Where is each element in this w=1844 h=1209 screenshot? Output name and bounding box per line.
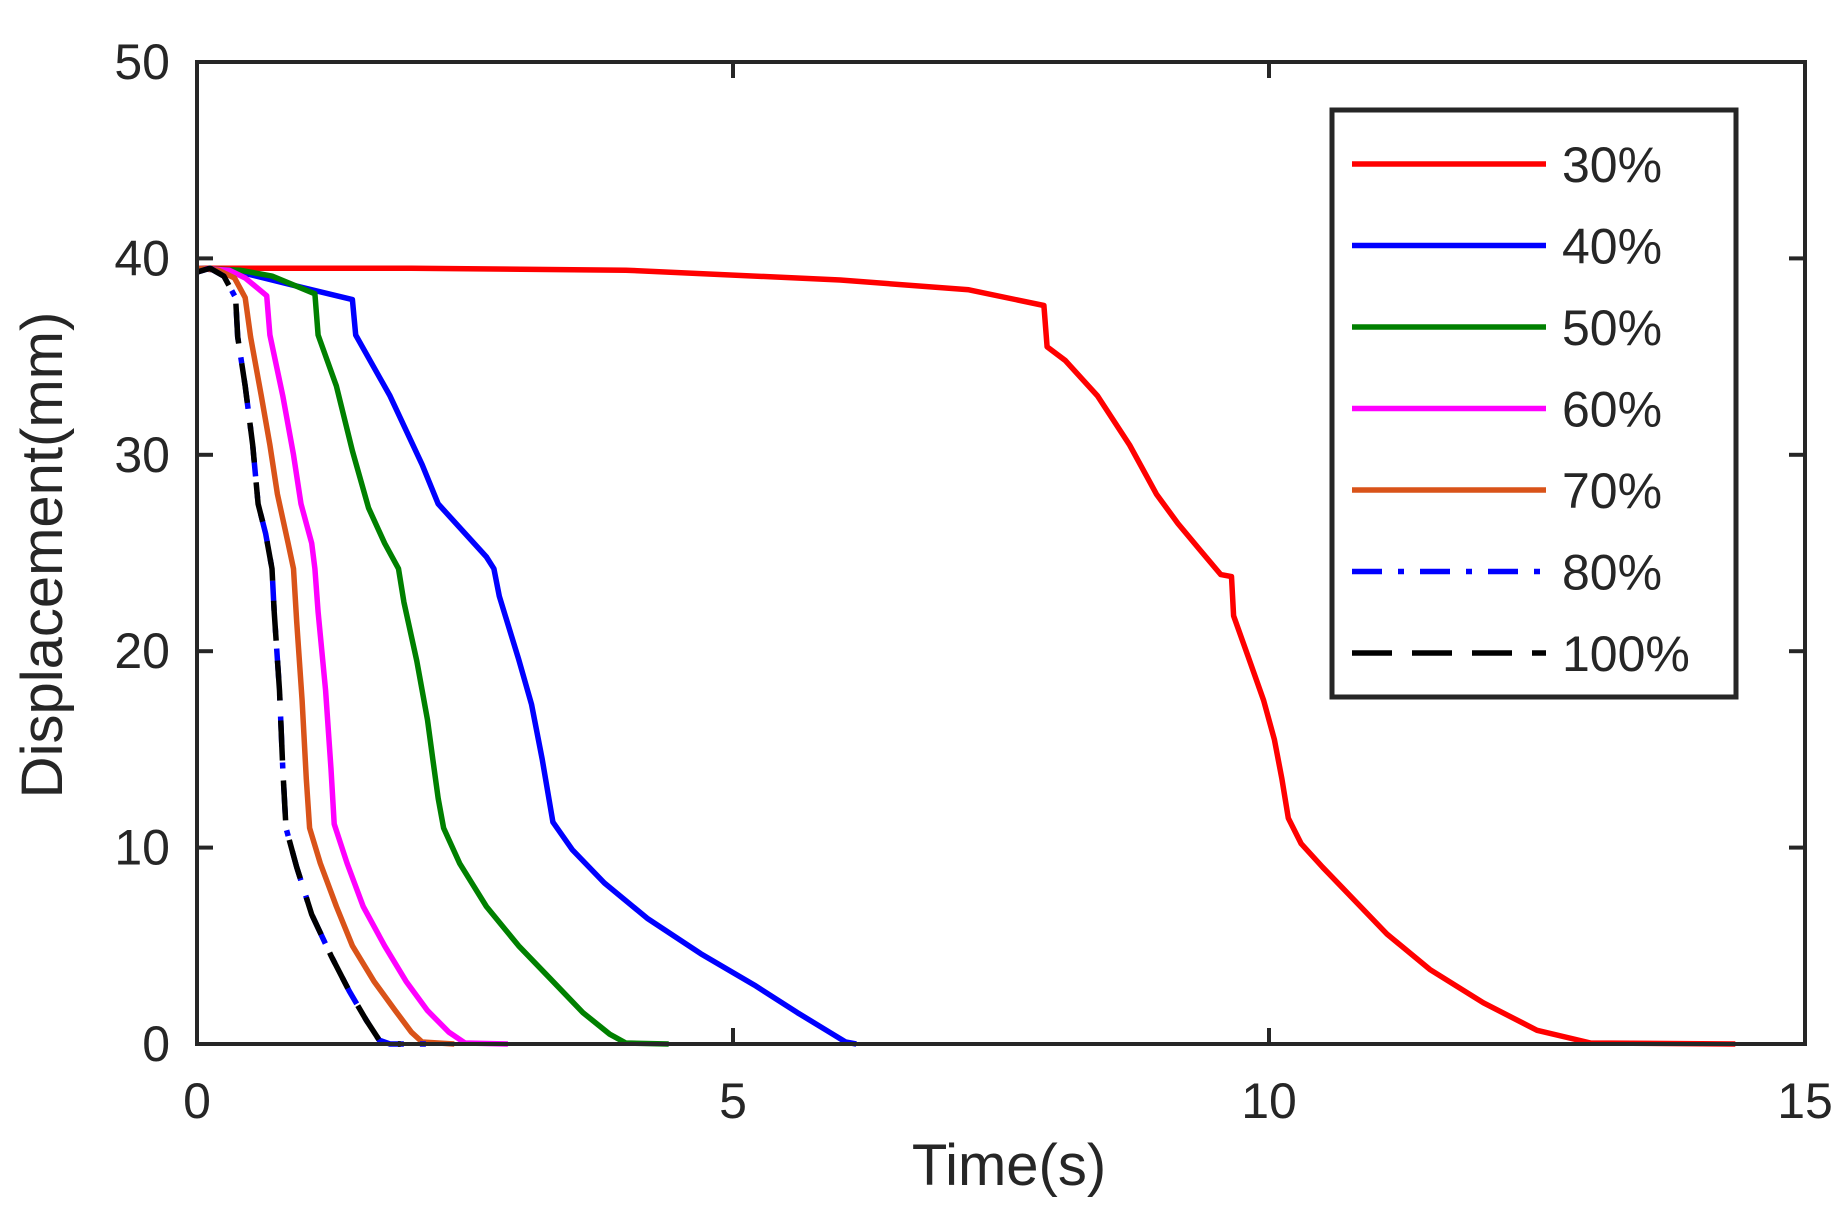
y-axis-label: Displacement(mm) bbox=[10, 312, 75, 799]
legend-label: 70% bbox=[1562, 463, 1662, 519]
x-tick-label: 5 bbox=[719, 1073, 747, 1129]
series-line-60pct bbox=[196, 265, 508, 1047]
legend-label: 50% bbox=[1562, 300, 1662, 356]
y-tick-label: 0 bbox=[142, 1016, 170, 1072]
series-line-70pct bbox=[196, 265, 455, 1047]
legend-label: 30% bbox=[1562, 137, 1662, 193]
legend: 30% 40% 50% 60% 70% 80% 100% bbox=[1329, 107, 1739, 700]
legend-label: 80% bbox=[1562, 545, 1662, 601]
series-line-100pct bbox=[196, 265, 401, 1047]
legend-label: 40% bbox=[1562, 219, 1662, 275]
y-tick-label: 20 bbox=[114, 623, 170, 679]
series-line-40pct bbox=[196, 265, 857, 1047]
y-tick-label: 30 bbox=[114, 427, 170, 483]
series-line-50pct bbox=[196, 265, 669, 1047]
series-lines bbox=[196, 265, 1736, 1047]
x-axis-label: Time(s) bbox=[912, 1133, 1106, 1198]
x-tick-label: 15 bbox=[1777, 1073, 1833, 1129]
legend-box bbox=[1329, 107, 1739, 700]
series-line-30pct bbox=[197, 265, 1736, 1047]
legend-label: 60% bbox=[1562, 382, 1662, 438]
y-tick-label: 10 bbox=[114, 820, 170, 876]
plot-frame bbox=[195, 60, 1807, 1046]
tick-marks: 0 5 10 15 0 10 20 30 40 50 bbox=[114, 34, 1832, 1129]
x-tick-label: 0 bbox=[183, 1073, 211, 1129]
axes-frame bbox=[195, 60, 1807, 1046]
x-tick-label: 10 bbox=[1241, 1073, 1297, 1129]
y-tick-label: 50 bbox=[114, 34, 170, 90]
legend-label: 100% bbox=[1562, 626, 1690, 682]
y-tick-label: 40 bbox=[114, 230, 170, 286]
axis-labels: Time(s) Displacement(mm) bbox=[10, 312, 1106, 1198]
